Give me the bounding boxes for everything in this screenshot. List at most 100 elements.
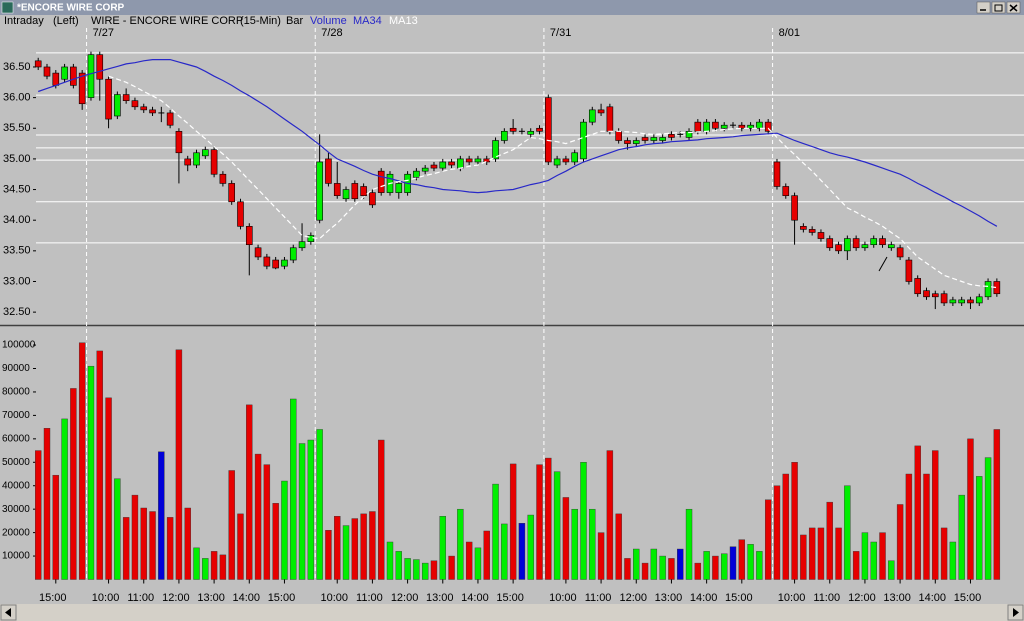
candle-body — [685, 131, 693, 138]
window-icon — [1, 1, 14, 14]
candle-body — [940, 293, 948, 304]
volume-bar — [712, 555, 719, 580]
candle-body — [720, 124, 728, 129]
volume-bar — [905, 473, 913, 580]
volume-bar — [738, 539, 745, 580]
header-side: (Left) — [53, 15, 79, 27]
candle-body — [316, 161, 323, 221]
candle-body — [905, 259, 913, 282]
volume-bar — [562, 497, 570, 580]
candle-body — [703, 121, 710, 132]
candle-body — [606, 106, 614, 132]
volume-bar — [421, 562, 429, 580]
candle-body — [413, 170, 420, 178]
volume-bar — [131, 494, 139, 580]
volume-bar — [773, 485, 781, 580]
scrollbar[interactable] — [0, 604, 1024, 621]
x-tick-label: 11:00 — [585, 592, 612, 604]
candle-body — [844, 238, 851, 252]
volume-bar — [325, 530, 332, 580]
scroll-right-glyph — [1013, 608, 1019, 617]
candle-body — [967, 299, 974, 304]
volume-bar — [246, 404, 253, 580]
candle-body — [553, 158, 561, 166]
x-tick-label: 14:00 — [233, 592, 261, 604]
volume-bar — [668, 558, 675, 580]
candle-body — [448, 161, 455, 166]
volume-bar — [202, 558, 209, 580]
candle-body — [307, 235, 315, 242]
candle-body — [175, 131, 183, 154]
volume-bar — [210, 551, 218, 580]
volume-bar — [536, 464, 543, 580]
volume-bar — [316, 429, 323, 580]
header-title: WIRE - ENCORE WIRE CORP — [91, 15, 243, 27]
x-tick-label: 13:00 — [426, 592, 454, 604]
candle-body — [870, 238, 878, 246]
restore-button[interactable] — [991, 1, 1006, 14]
candle-body — [659, 137, 666, 141]
x-tick-label: 10:00 — [320, 592, 348, 604]
volume-bar — [492, 483, 499, 580]
candle-body — [61, 66, 68, 80]
volume-bar — [114, 478, 121, 580]
candle-body — [245, 226, 253, 246]
x-tick-label: 10:00 — [92, 592, 120, 604]
candle-body — [298, 241, 306, 249]
candle-body — [861, 244, 869, 249]
plot-area: 32.50 33.00 33.50 34.00 34.50 35.00 35.50 36.00… — [2, 27, 1024, 604]
volume-bar — [52, 474, 59, 580]
x-tick-label: 15:00 — [725, 592, 753, 604]
candle-body — [325, 158, 332, 184]
candle-body — [747, 124, 754, 129]
candle-body — [782, 186, 790, 196]
candle-body — [78, 72, 86, 105]
candle-body — [826, 238, 834, 249]
volume-bar — [976, 476, 983, 580]
volume-bar — [184, 507, 191, 580]
candle-body — [96, 54, 104, 80]
volume-bar — [369, 511, 376, 580]
annotation-stroke — [878, 256, 888, 272]
volume-bar — [597, 532, 605, 580]
candle-body — [562, 158, 570, 163]
volume-bar — [386, 541, 394, 580]
minimize-button[interactable] — [976, 1, 991, 14]
volume-bar — [685, 508, 693, 580]
volume-bar — [844, 485, 851, 580]
candle-body — [228, 183, 235, 203]
candle-body — [492, 140, 499, 160]
candle-body — [210, 149, 218, 175]
volume-bar — [298, 443, 306, 580]
candle-body — [773, 161, 781, 187]
volume-bar — [395, 551, 402, 580]
candle-body — [465, 158, 473, 163]
volume-bar — [764, 499, 772, 580]
candle-body — [588, 109, 596, 123]
candle-body — [457, 158, 464, 169]
candle-body — [421, 167, 429, 172]
x-tick-label: 10:00 — [549, 592, 577, 604]
candle-body — [931, 293, 939, 298]
volume-bar — [835, 527, 842, 580]
volume-tick-label: 100000 — [2, 340, 36, 351]
price-tick-label: 36.50 — [3, 61, 31, 73]
volume-bar — [272, 503, 279, 580]
candle-body — [360, 186, 367, 196]
candle-body — [984, 281, 992, 298]
volume-bar — [932, 450, 939, 580]
legend-ma34: MA34 — [353, 15, 382, 27]
volume-bar — [615, 513, 622, 580]
candle-body — [632, 140, 640, 144]
x-tick-label: 12:00 — [162, 592, 190, 604]
candle-body — [333, 183, 341, 196]
volume-bar — [430, 560, 438, 580]
volume-bar — [800, 534, 807, 580]
volume-bar — [483, 530, 490, 580]
volume-bar — [404, 558, 411, 580]
volume-tick-label: 70000 — [2, 410, 30, 421]
price-tick-label: 35.50 — [3, 122, 31, 134]
volume-bar — [694, 562, 702, 580]
candle-body — [888, 244, 895, 249]
volume-bar — [228, 470, 235, 580]
